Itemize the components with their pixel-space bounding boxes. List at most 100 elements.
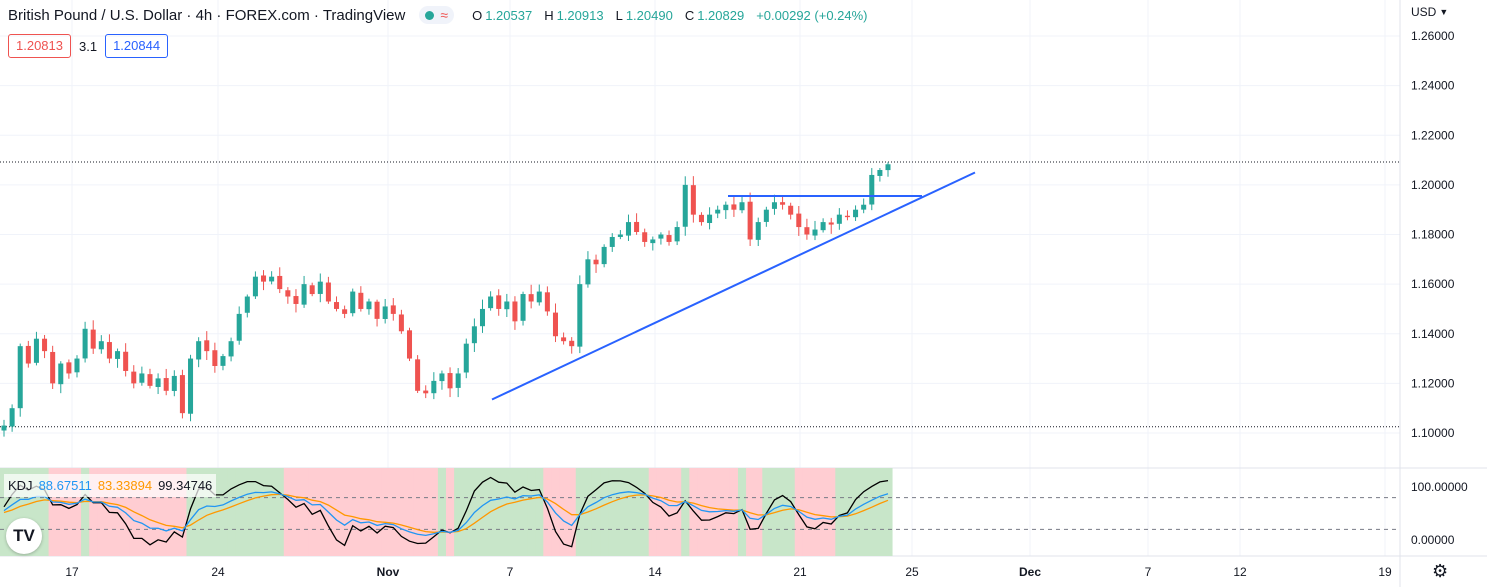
candle-body (123, 351, 129, 371)
candle-body (650, 239, 656, 244)
x-tick-label: Nov (377, 565, 400, 579)
candle-body (155, 378, 161, 387)
candle-body (820, 222, 826, 231)
candle-body (780, 202, 786, 205)
candle-body (212, 350, 218, 367)
candle-body (342, 309, 348, 314)
kdj-zone (389, 468, 398, 556)
kdj-zone (40, 468, 50, 556)
kdj-zone (478, 468, 488, 556)
kdj-legend[interactable]: KDJ 88.67511 83.33894 99.34746 (4, 474, 217, 497)
candle-body (196, 341, 202, 360)
kdj-zone (8, 468, 17, 556)
market-open-icon (425, 10, 435, 20)
candle-body (853, 209, 859, 218)
chevron-down-icon: ▼ (1439, 7, 1449, 17)
trade-panel: 1.20813 3.1 1.20844 (8, 34, 169, 58)
kdj-zone (494, 468, 504, 556)
kdj-zone (729, 468, 739, 556)
buy-button[interactable]: 1.20844 (105, 34, 169, 58)
candle-body (139, 373, 145, 383)
candle-body (220, 356, 226, 366)
x-tick-label: 12 (1233, 565, 1247, 579)
x-tick-label: 25 (905, 565, 919, 579)
candle-body (58, 363, 64, 385)
kdj-zone (154, 468, 163, 556)
candle-body (261, 275, 267, 282)
candle-body (544, 292, 550, 312)
kdj-zone (543, 468, 552, 556)
candle-body (455, 373, 461, 388)
gear-icon[interactable]: ⚙ (1432, 561, 1449, 581)
candle-body (690, 185, 696, 215)
candle-body (333, 302, 340, 309)
kdj-zone (356, 468, 366, 556)
market-status-badge[interactable]: ≈ (419, 6, 455, 24)
close-value: 1.20829 (697, 7, 745, 23)
candle-body (9, 408, 15, 427)
sell-button[interactable]: 1.20813 (8, 34, 71, 58)
currency-selector[interactable]: USD ▼ (1411, 5, 1448, 19)
kdj-zone (810, 468, 820, 556)
kdj-zone (340, 468, 350, 556)
candle-body (804, 227, 810, 235)
y-tick-label: 1.10000 (1411, 426, 1455, 440)
candle-body (325, 282, 331, 302)
x-tick-label: 7 (507, 565, 514, 579)
kdj-zone (656, 468, 666, 556)
candle-body (50, 351, 56, 384)
candle-body (163, 378, 169, 391)
symbol-title[interactable]: British Pound / U.S. Dollar · 4h · FOREX… (8, 6, 406, 24)
kdj-zone (194, 468, 204, 556)
candle-body (406, 330, 413, 359)
kdj-zone (227, 468, 236, 556)
kdj-zone (454, 468, 463, 556)
candle-body (723, 204, 729, 211)
kdj-zone (624, 468, 634, 556)
kdj-zone (145, 468, 155, 556)
kdj-zone (746, 468, 755, 556)
tradingview-logo-icon[interactable]: TV (6, 518, 42, 554)
kdj-zone (778, 468, 788, 556)
kdj-zone (202, 468, 212, 556)
candle-body (812, 229, 818, 236)
kdj-k-line (3, 491, 889, 537)
candle-body (504, 301, 510, 310)
kdj-d-value: 83.33894 (97, 478, 153, 493)
kdj-zone (243, 468, 252, 556)
low-value: 1.20490 (625, 7, 673, 23)
candle-body (301, 284, 307, 305)
kdj-zone (551, 468, 561, 556)
candle-body (366, 301, 372, 310)
kdj-zone (616, 468, 625, 556)
candle-body (634, 221, 640, 233)
kdj-zone (89, 468, 98, 556)
kdj-zone (754, 468, 763, 556)
y-tick-label: 1.26000 (1411, 29, 1455, 43)
kdj-zone (178, 468, 187, 556)
candle-body (277, 275, 283, 290)
candle-body (642, 232, 648, 242)
kdj-zone (283, 468, 293, 556)
kdj-zone (364, 468, 374, 556)
candle-body (828, 222, 834, 225)
candle-body (552, 312, 559, 337)
currency-label: USD (1411, 5, 1437, 19)
x-tick-label: 21 (793, 565, 807, 579)
kdj-zone (575, 468, 585, 556)
kdj-zone (373, 468, 382, 556)
kdj-zone (291, 468, 301, 556)
kdj-zone (591, 468, 601, 556)
candle-body (731, 204, 737, 210)
kdj-zone (405, 468, 415, 556)
x-tick-label: 24 (211, 565, 225, 579)
kdj-zone (681, 468, 690, 556)
kdj-zone (867, 468, 877, 556)
kdj-zone (170, 468, 179, 556)
y-tick-label: 1.22000 (1411, 128, 1455, 142)
candle-body (82, 328, 88, 359)
candle-body (147, 374, 153, 386)
candle-body (471, 326, 477, 344)
kdj-zone (308, 468, 317, 556)
